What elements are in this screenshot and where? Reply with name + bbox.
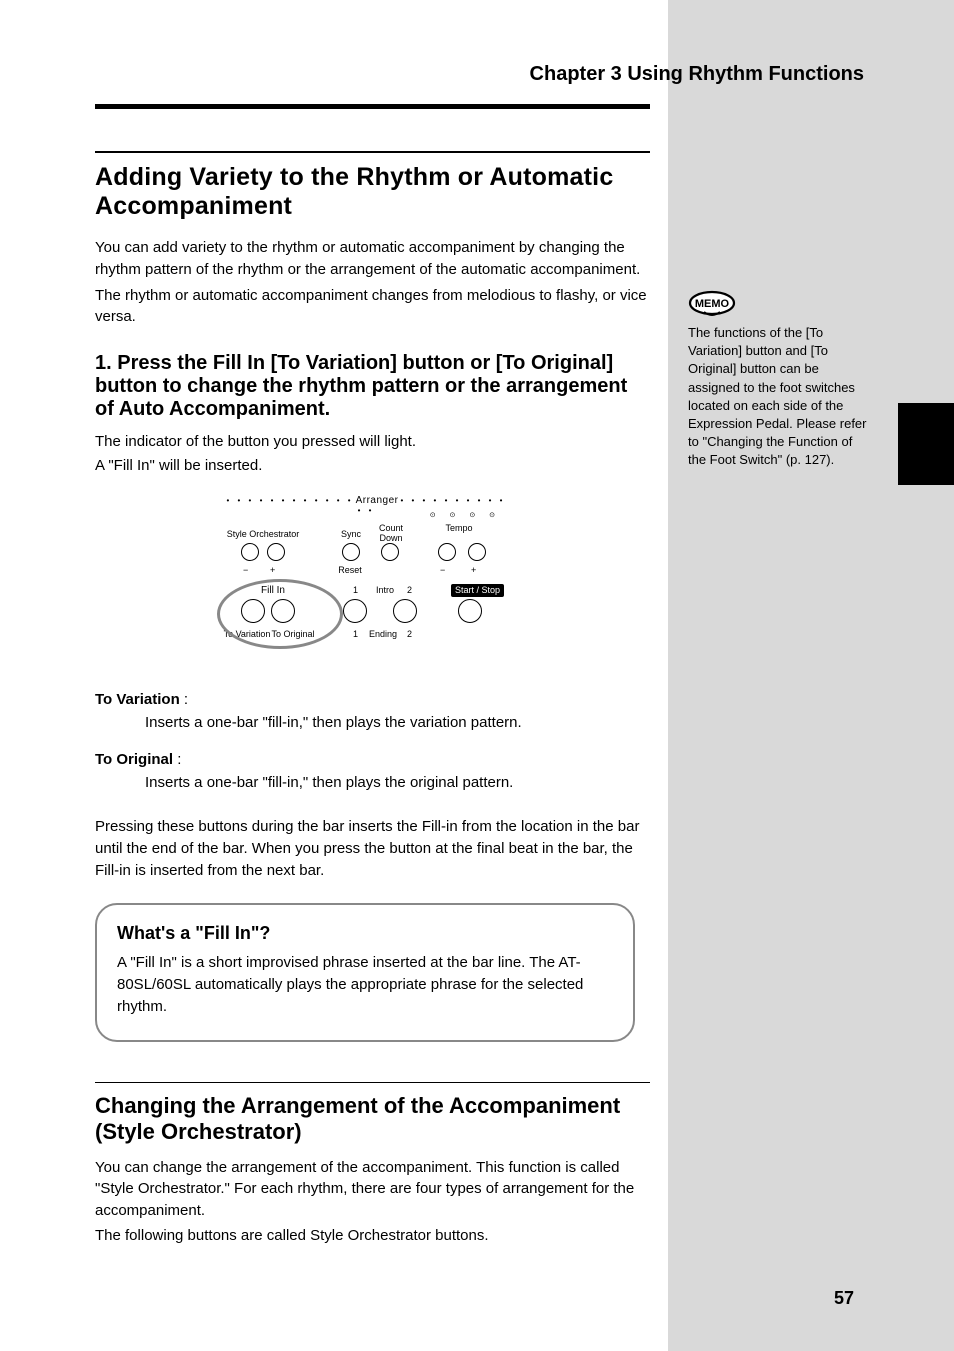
memo-icon: MEMO (688, 290, 736, 318)
callout-title: What's a "Fill In"? (117, 923, 613, 944)
sub-p2: A "Fill In" will be inserted. (95, 455, 650, 477)
intro-p1: You can add variety to the rhythm or aut… (95, 237, 650, 281)
count-down-label: Count Down (373, 523, 409, 543)
rule-section-2 (95, 1082, 650, 1083)
reset-label: Reset (335, 565, 365, 575)
style-orch-minus-button[interactable] (241, 543, 259, 561)
section-title: Adding Variety to the Rhythm or Automati… (95, 163, 650, 221)
sync-button[interactable] (342, 543, 360, 561)
fill-in-label: Fill In (253, 585, 293, 596)
to-original-button[interactable] (271, 599, 295, 623)
count-down-button[interactable] (381, 543, 399, 561)
section-2-title: Changing the Arrangement of the Accompan… (95, 1093, 650, 1145)
ending-2: 2 (407, 629, 412, 639)
intro-2: 2 (407, 585, 412, 595)
definitions: To Variation : Inserts a one-bar "fill-i… (95, 691, 650, 795)
step-number: 1. (95, 352, 112, 374)
intro-p2: The rhythm or automatic accompaniment ch… (95, 285, 650, 329)
page-thumb-tab (898, 403, 954, 485)
arranger-label: Arranger (356, 495, 399, 506)
intro-label: Intro (370, 585, 400, 595)
tempo-minus: − (440, 565, 445, 575)
tempo-minus-button[interactable] (438, 543, 456, 561)
sidebar-grey (668, 0, 954, 1351)
so-minus: − (243, 565, 248, 575)
step-desc: Press the Fill In [To Variation] button … (95, 352, 627, 420)
def-1-expl: Inserts a one-bar "fill-in," then plays … (145, 712, 650, 734)
section-2-body: You can change the arrangement of the ac… (95, 1157, 650, 1247)
def-2-expl: Inserts a one-bar "fill-in," then plays … (145, 772, 650, 794)
def-1-term-line: To Variation : (95, 691, 650, 708)
style-orch-label: Style Orchestrator (223, 529, 303, 539)
svg-text:MEMO: MEMO (695, 298, 730, 310)
post-def-text: Pressing these buttons during the bar in… (95, 816, 650, 881)
tempo-plus-button[interactable] (468, 543, 486, 561)
intro-1: 1 (353, 585, 358, 595)
to-variation-label: To Variation (219, 629, 275, 639)
tempo-label: Tempo (437, 523, 481, 533)
def-2-term: To Original (95, 751, 173, 768)
to-original-label: To Original (269, 629, 317, 639)
so-plus: + (270, 565, 275, 575)
sec2-p1: You can change the arrangement of the ac… (95, 1157, 650, 1222)
def-2-sep: : (173, 751, 181, 768)
callout-body: A "Fill In" is a short improvised phrase… (117, 952, 613, 1017)
memo-text: The functions of the [To Variation] butt… (688, 324, 868, 470)
def-1-term: To Variation (95, 691, 180, 708)
to-variation-button[interactable] (241, 599, 265, 623)
sync-label: Sync (336, 529, 366, 539)
intro-2-button[interactable] (393, 599, 417, 623)
start-stop-button[interactable] (458, 599, 482, 623)
def-1-sep: : (180, 691, 188, 708)
callout-box: What's a "Fill In"? A "Fill In" is a sho… (95, 903, 635, 1041)
rule-heavy (95, 104, 650, 109)
sub-p1: The indicator of the button you pressed … (95, 431, 650, 453)
def-2-term-line: To Original : (95, 751, 650, 768)
sec2-p2: The following buttons are called Style O… (95, 1225, 650, 1247)
page-number: 57 (0, 1288, 954, 1309)
rule-thin (95, 151, 650, 153)
ending-1: 1 (353, 629, 358, 639)
tempo-plus: + (471, 565, 476, 575)
main-content: Adding Variety to the Rhythm or Automati… (95, 0, 650, 1250)
start-stop-label: Start / Stop (451, 584, 504, 597)
arranger-panel-diagram: • • • • • • • • • • • •Arranger• • • • •… (223, 493, 509, 663)
intro-text: You can add variety to the rhythm or aut… (95, 237, 650, 328)
ending-label: Ending (365, 629, 401, 639)
intro-1-button[interactable] (343, 599, 367, 623)
step-1: 1. Press the Fill In [To Variation] butt… (95, 352, 650, 421)
tempo-leds: ⊙ ⊙ ⊙ ⊙ (430, 511, 501, 519)
step-sub: The indicator of the button you pressed … (95, 431, 650, 477)
style-orch-plus-button[interactable] (267, 543, 285, 561)
